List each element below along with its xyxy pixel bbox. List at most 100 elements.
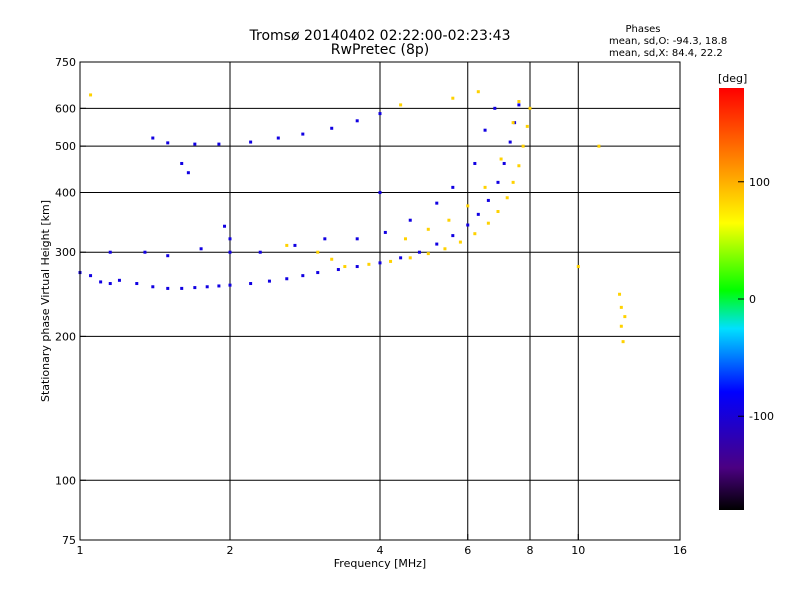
o-mode-point xyxy=(108,282,112,286)
x-mode-point xyxy=(505,196,509,200)
o-mode-point xyxy=(205,285,209,289)
x-mode-point xyxy=(511,121,515,125)
o-mode-point xyxy=(228,283,232,287)
o-mode-point xyxy=(166,254,170,258)
o-mode-point xyxy=(316,271,320,275)
o-mode-point xyxy=(378,190,382,194)
x-axis-label: Frequency [MHz] xyxy=(334,557,426,570)
o-mode-point xyxy=(493,106,497,110)
o-mode-point xyxy=(217,142,221,146)
o-mode-point xyxy=(496,180,500,184)
o-mode-point xyxy=(180,286,184,290)
o-mode-point xyxy=(466,223,470,227)
o-mode-point xyxy=(502,161,506,165)
o-mode-point xyxy=(89,274,93,278)
x-mode-point xyxy=(521,144,525,148)
stats-line-o: mean, sd,O: -94.3, 18.8 xyxy=(609,36,727,47)
o-mode-point xyxy=(408,218,412,222)
o-mode-point xyxy=(258,250,262,254)
o-mode-point xyxy=(399,256,403,260)
x-mode-point xyxy=(621,340,625,344)
colorbar-label: [deg] xyxy=(718,72,747,85)
x-mode-point xyxy=(528,106,532,110)
x-mode-point xyxy=(618,292,622,296)
x-mode-point xyxy=(486,221,490,225)
y-tick-label: 300 xyxy=(55,246,76,259)
o-mode-point xyxy=(151,136,155,140)
o-mode-point xyxy=(135,282,139,286)
x-mode-point xyxy=(623,315,627,319)
x-mode-point xyxy=(517,100,521,104)
o-mode-point xyxy=(508,140,512,144)
o-mode-point xyxy=(483,128,487,132)
x-axis-ticks: 1 2 4 6 8 10 16 xyxy=(77,534,687,557)
y-axis-ticks: 75 100 200 300 400 500 600 750 xyxy=(55,56,86,547)
o-mode-point xyxy=(378,261,382,265)
grid-lines xyxy=(80,62,680,540)
stats-header: Phases xyxy=(625,24,660,35)
x-mode-point xyxy=(447,218,451,222)
o-mode-point xyxy=(435,201,439,205)
colorbar-tick-label: 100 xyxy=(749,176,770,189)
o-mode-point xyxy=(151,285,155,289)
o-mode-point xyxy=(166,286,170,290)
o-mode-point xyxy=(476,212,480,216)
o-mode-point xyxy=(336,268,340,272)
o-mode-point xyxy=(378,112,382,116)
o-mode-point xyxy=(417,250,421,254)
y-tick-label: 600 xyxy=(55,102,76,115)
o-mode-point xyxy=(355,237,359,241)
o-mode-point xyxy=(249,282,253,286)
o-mode-point xyxy=(330,126,334,130)
o-mode-point xyxy=(117,278,121,282)
o-mode-point xyxy=(276,136,280,140)
x-mode-point xyxy=(426,252,430,256)
x-tick-label: 16 xyxy=(673,544,687,557)
y-tick-label: 750 xyxy=(55,56,76,69)
o-mode-point xyxy=(301,132,305,136)
o-mode-point xyxy=(199,247,203,251)
x-mode-point xyxy=(443,247,447,251)
o-mode-point xyxy=(223,224,227,228)
y-tick-label: 500 xyxy=(55,140,76,153)
x-mode-point xyxy=(597,144,601,148)
x-mode-point xyxy=(499,157,503,161)
x-mode-point xyxy=(399,103,403,107)
x-mode-point xyxy=(525,124,529,128)
colorbar-ticks: -100 0 100 xyxy=(738,176,774,423)
o-mode-point xyxy=(193,286,197,290)
o-mode-point xyxy=(108,250,112,254)
x-mode-point xyxy=(458,240,462,244)
o-mode-point xyxy=(186,171,190,175)
o-mode-point xyxy=(228,237,232,241)
o-mode-point xyxy=(473,161,477,165)
colorbar-tick-label: -100 xyxy=(749,410,774,423)
x-mode-point xyxy=(285,243,289,247)
o-mode-point xyxy=(323,237,327,241)
o-mode-point xyxy=(143,250,147,254)
o-mode-point xyxy=(355,119,359,123)
x-mode-point xyxy=(483,185,487,189)
o-mode-point xyxy=(180,161,184,165)
y-tick-label: 200 xyxy=(55,330,76,343)
y-tick-label: 75 xyxy=(62,534,76,547)
chart-title: Tromsø 20140402 02:22:00-02:23:43 xyxy=(249,28,511,44)
o-mode-point xyxy=(435,242,439,246)
x-mode-point xyxy=(619,324,623,328)
o-mode-point xyxy=(517,103,521,107)
x-mode-point xyxy=(517,164,521,168)
y-axis-label: Stationary phase Virtual Height [km] xyxy=(39,200,52,402)
x-mode-point xyxy=(473,232,477,236)
o-mode-point xyxy=(166,141,170,145)
x-mode-point xyxy=(408,256,412,260)
o-mode-point xyxy=(193,142,197,146)
x-mode-point xyxy=(576,265,580,269)
o-mode-point xyxy=(301,274,305,278)
x-mode-point xyxy=(330,257,334,261)
colorbar-tick-label: 0 xyxy=(749,293,756,306)
x-tick-label: 8 xyxy=(527,544,534,557)
x-mode-point xyxy=(619,305,623,309)
x-mode-point xyxy=(316,250,320,254)
data-points xyxy=(78,90,627,344)
